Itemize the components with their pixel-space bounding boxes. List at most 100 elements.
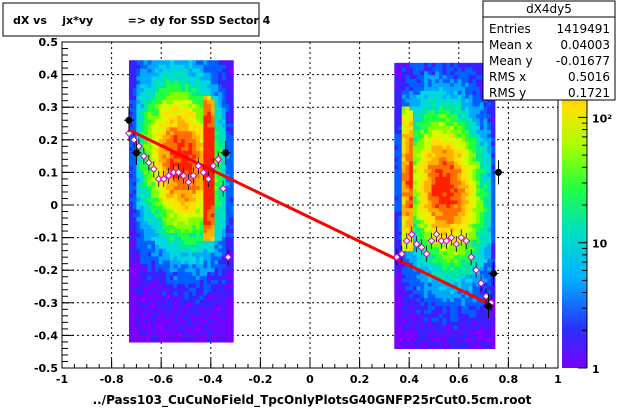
heatmap-cell — [147, 220, 152, 226]
heatmap-cell — [136, 228, 141, 233]
heatmap-cell — [412, 328, 418, 334]
heatmap-cell — [412, 301, 418, 307]
heatmap-cell — [394, 324, 399, 330]
heatmap-cell — [214, 205, 219, 210]
heatmap-cell — [203, 310, 208, 316]
heatmap-cell — [398, 278, 403, 283]
heatmap-cell — [457, 254, 462, 260]
heatmap-cell — [457, 289, 462, 295]
heatmap-cell — [225, 134, 230, 140]
heatmap-cell — [177, 118, 182, 124]
heatmap-cell — [143, 177, 149, 183]
heatmap-cell — [199, 224, 204, 230]
heatmap-cell — [162, 306, 167, 312]
heatmap-cell — [491, 242, 496, 248]
heatmap-cell — [177, 220, 182, 226]
heatmap-cell — [199, 165, 204, 171]
heatmap-cell — [405, 281, 410, 287]
heatmap-cell — [214, 236, 219, 241]
heatmap-cell — [483, 105, 488, 111]
heatmap-cell — [416, 66, 421, 72]
heatmap-cell — [398, 297, 403, 303]
heatmap-cell — [409, 328, 414, 334]
heatmap-cell — [181, 115, 186, 120]
heatmap-cell — [151, 216, 156, 222]
heatmap-cell — [412, 274, 418, 279]
heatmap-cell — [398, 176, 403, 181]
heatmap-cell — [431, 301, 436, 307]
heatmap-cell — [398, 242, 403, 248]
heatmap-cell — [398, 82, 403, 87]
heatmap-cell — [450, 254, 455, 260]
heatmap-cell — [169, 208, 175, 214]
heatmap-cell — [181, 318, 186, 323]
profile-point — [427, 236, 436, 245]
heatmap-cell — [132, 228, 137, 233]
heatmap-cell — [128, 107, 134, 112]
heatmap-cell — [468, 184, 474, 189]
heatmap-cell — [427, 227, 433, 232]
heatmap-cell — [468, 94, 474, 99]
heatmap-cell — [181, 283, 186, 288]
heatmap-cell — [128, 322, 134, 327]
heatmap-cell — [136, 236, 141, 241]
heatmap-cell — [409, 305, 414, 310]
heatmap-cell — [210, 330, 216, 335]
heatmap-cell — [143, 193, 149, 198]
heatmap-cell — [225, 79, 230, 85]
heatmap-cell — [450, 332, 455, 338]
heatmap-cell — [132, 60, 137, 65]
heatmap-cell — [446, 160, 451, 166]
heatmap-cell — [483, 231, 488, 236]
heatmap-cell — [412, 180, 418, 185]
heatmap-cell — [438, 301, 444, 307]
heatmap-cell — [457, 207, 462, 213]
heatmap-cell — [431, 129, 436, 134]
heatmap-cell — [461, 211, 466, 217]
heatmap-cell — [461, 188, 466, 193]
heatmap-cell — [132, 68, 137, 73]
heatmap-cell — [453, 203, 459, 209]
heatmap-cell — [143, 338, 149, 343]
heatmap-cell — [169, 244, 175, 249]
heatmap-cell — [435, 285, 440, 291]
heatmap-cell — [472, 332, 477, 338]
heatmap-cell — [140, 173, 145, 179]
heatmap-cell — [132, 220, 137, 226]
heatmap-cell — [472, 152, 477, 158]
heatmap-cell — [457, 160, 462, 166]
heatmap-cell — [450, 215, 455, 220]
heatmap-cell — [136, 103, 141, 108]
heatmap-cell — [166, 240, 171, 245]
heatmap-cell — [487, 137, 492, 142]
heatmap-cell — [225, 83, 230, 89]
heatmap-cell — [457, 328, 462, 334]
heatmap-cell — [446, 262, 451, 267]
heatmap-cell — [438, 270, 444, 275]
heatmap-cell — [140, 146, 145, 151]
heatmap-cell — [427, 188, 433, 193]
heatmap-cell — [155, 298, 160, 304]
profile-point — [422, 249, 431, 258]
heatmap-cell — [181, 212, 186, 218]
heatmap-cell — [491, 328, 496, 334]
heatmap-cell — [479, 160, 485, 166]
heatmap-cell — [128, 142, 134, 147]
profile-point — [224, 253, 233, 262]
heatmap-cell — [147, 267, 152, 273]
heatmap-cell — [173, 134, 178, 140]
heatmap-cell — [151, 185, 156, 190]
heatmap-cell — [487, 148, 492, 154]
heatmap-cell — [435, 340, 440, 346]
heatmap-cell — [136, 79, 141, 85]
heatmap-cell — [181, 193, 186, 198]
heatmap-cell — [427, 246, 433, 252]
heatmap-cell — [158, 251, 164, 257]
heatmap-cell — [195, 279, 201, 284]
heatmap-cell — [173, 71, 178, 77]
heatmap-cell — [173, 306, 178, 312]
heatmap-cell — [409, 129, 414, 134]
heatmap-cell — [143, 83, 149, 89]
heatmap-cell — [184, 208, 190, 214]
heatmap-cell — [225, 95, 230, 100]
